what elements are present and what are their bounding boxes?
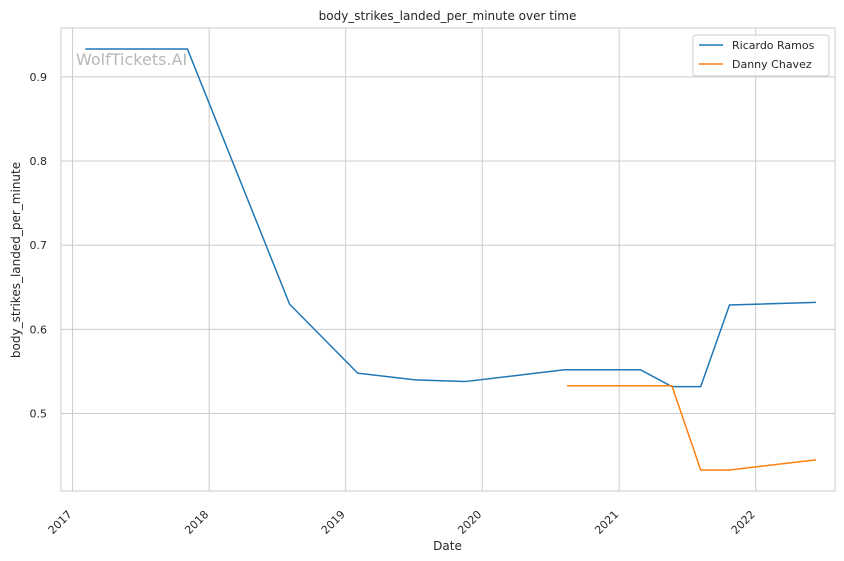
y-tick-label: 0.5 xyxy=(30,408,48,421)
legend-box xyxy=(692,34,830,77)
y-axis-label: body_strikes_landed_per_minute xyxy=(9,162,23,358)
plot-frame xyxy=(60,27,836,492)
y-tick-label: 0.8 xyxy=(30,155,48,168)
watermark-text: WolfTickets.AI xyxy=(76,50,187,69)
x-axis-label: Date xyxy=(433,539,462,553)
y-tick-labels: 0.5 0.6 0.7 0.8 0.9 xyxy=(30,71,48,421)
y-tick-label: 0.9 xyxy=(30,71,48,84)
legend-label: Ricardo Ramos xyxy=(732,39,815,52)
series-line-ricardo-ramos xyxy=(85,48,816,388)
y-tick-label: 0.7 xyxy=(30,239,48,252)
legend-label: Danny Chavez xyxy=(732,58,812,71)
legend: Ricardo Ramos Danny Chavez xyxy=(692,34,830,77)
series-lines xyxy=(85,48,817,471)
series-line-danny-chavez xyxy=(567,385,817,471)
grid xyxy=(61,28,835,491)
y-tick-label: 0.6 xyxy=(30,323,48,336)
chart-title: body_strikes_landed_per_minute over time xyxy=(319,9,577,23)
